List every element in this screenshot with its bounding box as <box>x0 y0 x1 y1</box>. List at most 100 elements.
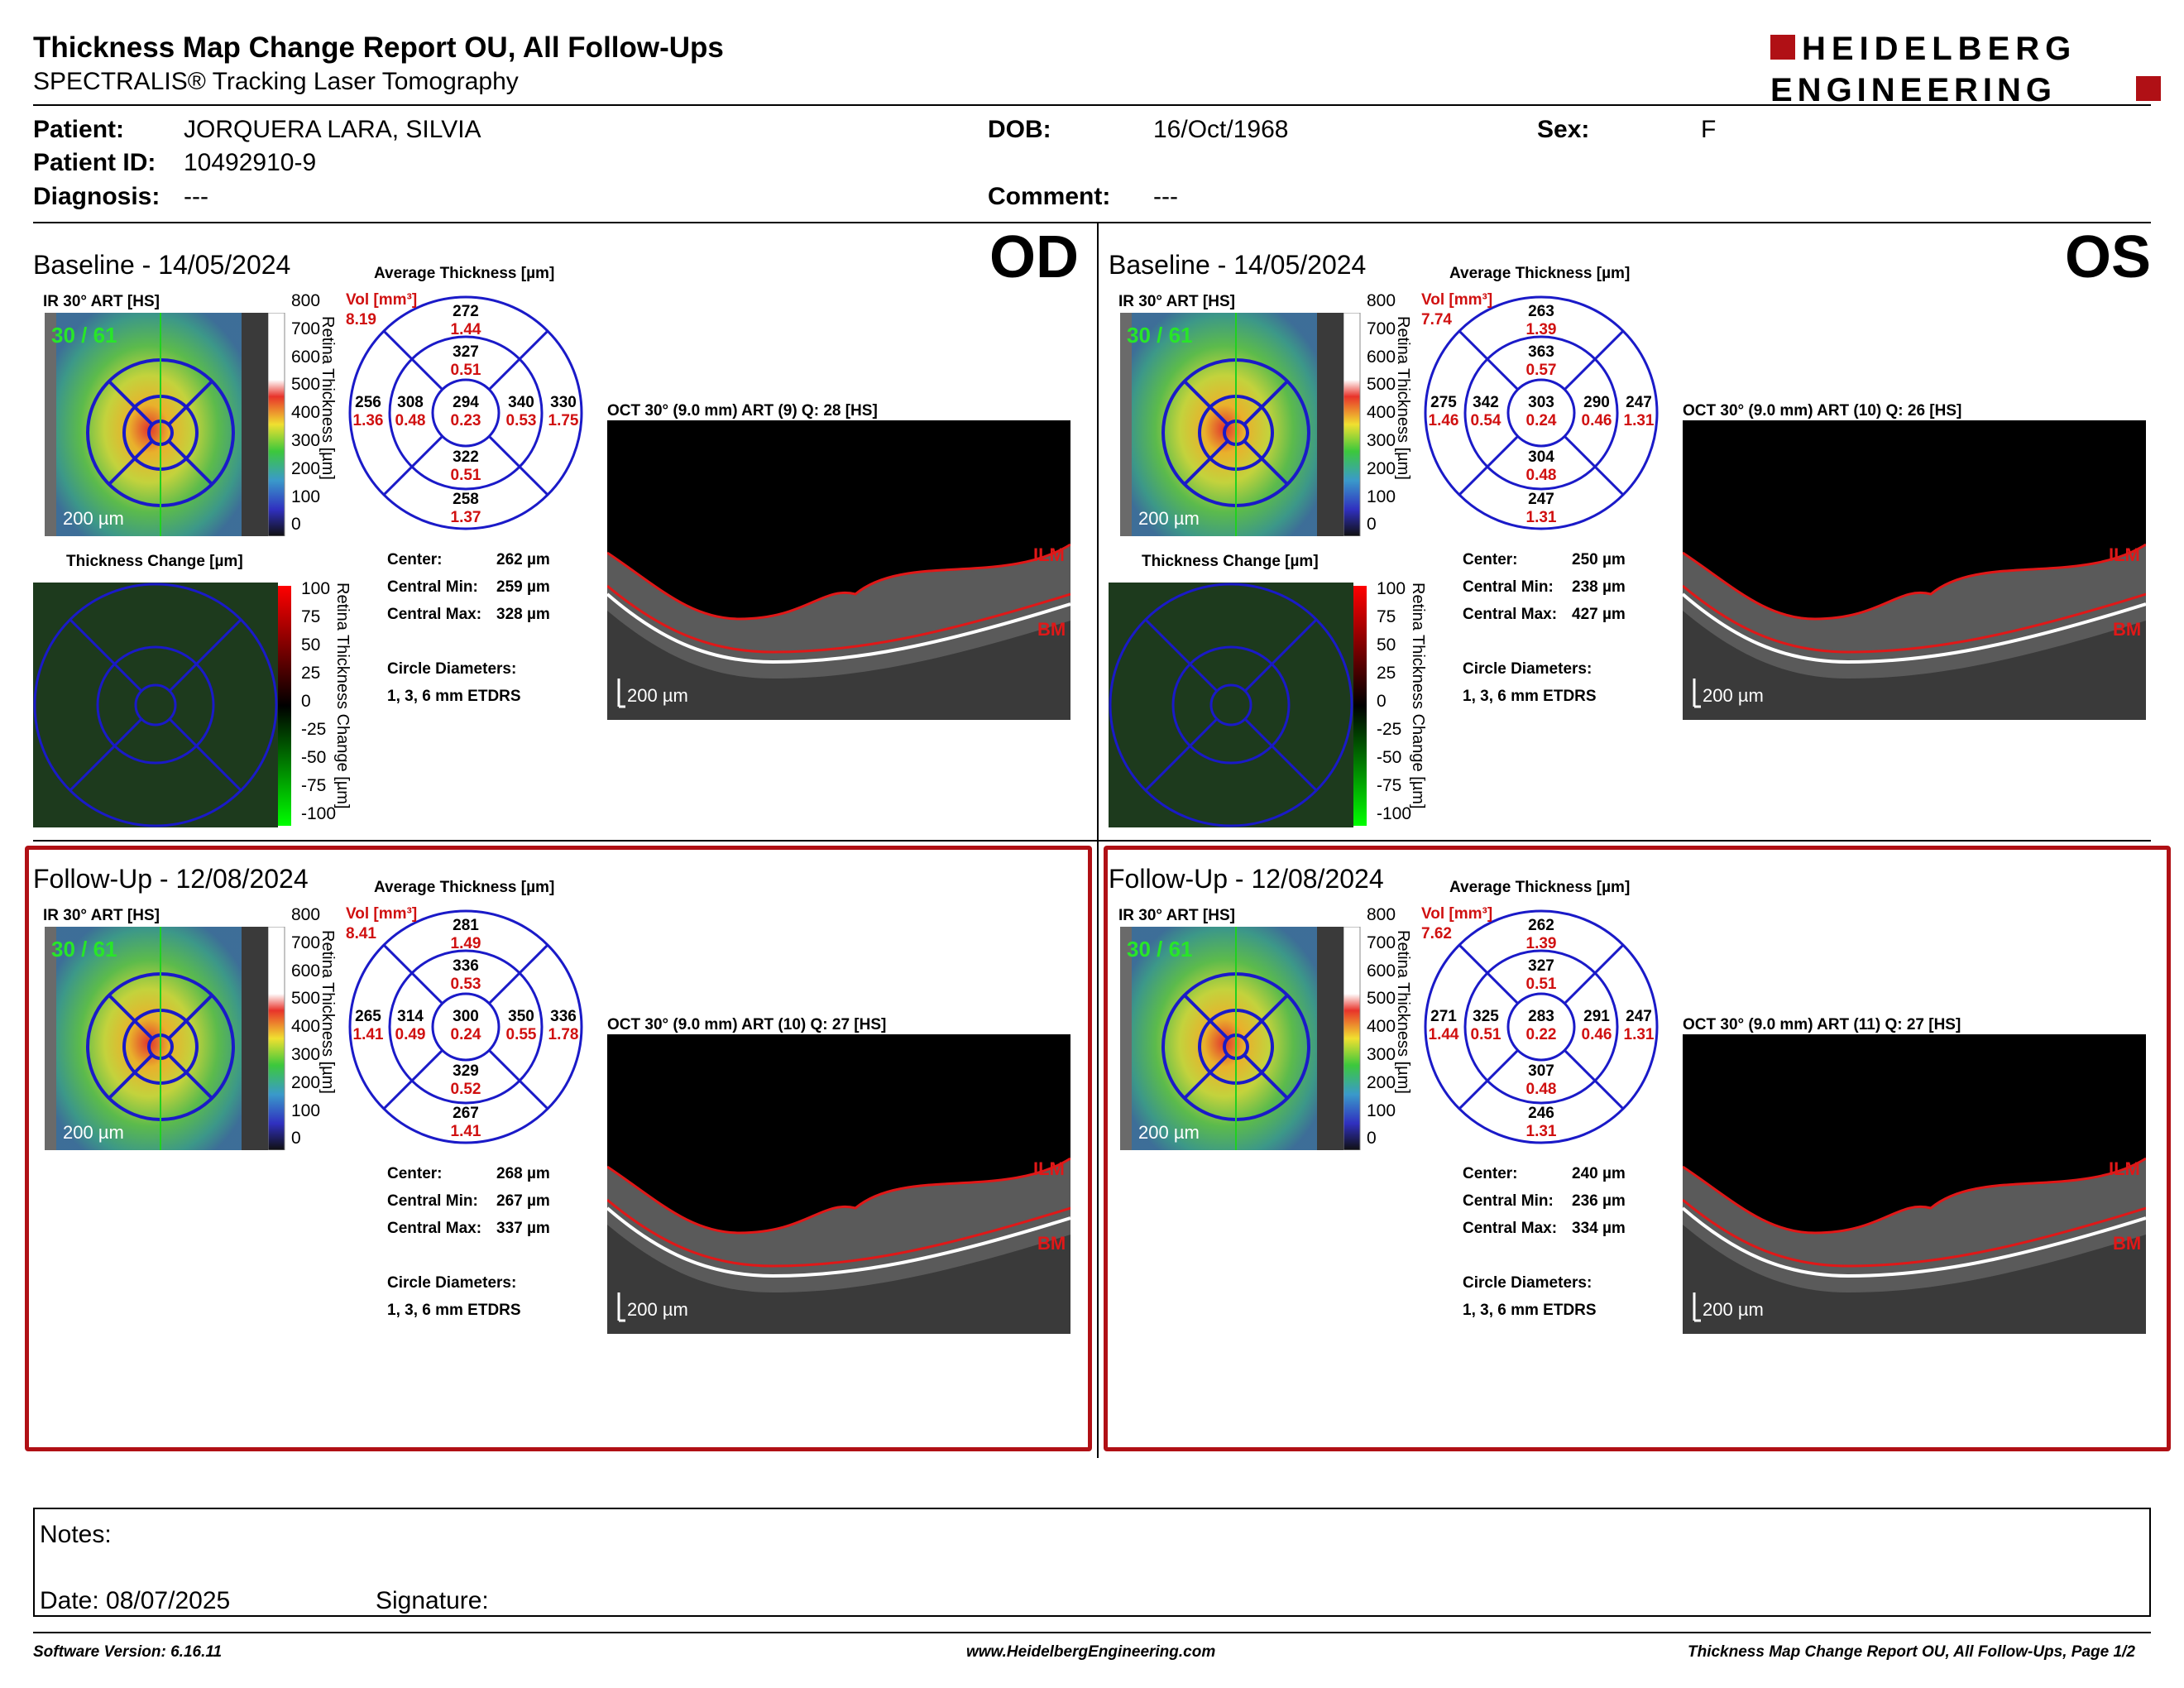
ir-thickness-map[interactable]: 30 / 61 200 µm <box>1120 927 1343 1150</box>
outer-inferior-volume: 1.31 <box>1526 509 1557 526</box>
oct-scan-label: OCT 30° (9.0 mm) ART (10) Q: 27 [HS] <box>607 1016 887 1033</box>
inner-left-thickness: 308 <box>397 394 424 411</box>
thickness-tick: 700 <box>291 933 321 952</box>
patient-id-label: Patient ID: <box>33 149 156 176</box>
inner-superior-thickness: 327 <box>453 343 479 361</box>
oct-bscan-image[interactable]: ILM BM 200 µm <box>1683 1034 2146 1334</box>
center-label: Center: <box>1463 1165 1518 1182</box>
thickness-tick: 800 <box>1367 905 1396 924</box>
central-max-value: 334 µm <box>1572 1220 1626 1237</box>
oct-scale-label: 200 µm <box>627 1299 688 1320</box>
inner-inferior-thickness: 329 <box>453 1062 479 1080</box>
thickness-tick: 700 <box>291 319 321 338</box>
os-followup-frame <box>1104 846 2171 1451</box>
circle-diameters-value: 1, 3, 6 mm ETDRS <box>1463 688 1597 705</box>
oct-bscan-image[interactable]: ILM BM 200 µm <box>607 420 1070 720</box>
central-min-value: 259 µm <box>496 578 550 596</box>
change-tick: 50 <box>301 635 321 655</box>
center-value: 262 µm <box>496 551 550 568</box>
change-tick: 25 <box>1377 664 1396 683</box>
thickness-tick: 300 <box>291 431 321 450</box>
change-colorbar <box>1353 586 1367 826</box>
inner-superior-volume: 0.53 <box>451 976 481 993</box>
center-label: Center: <box>1463 551 1518 568</box>
change-tick: 75 <box>1377 607 1396 626</box>
diagnosis-label: Diagnosis: <box>33 183 160 210</box>
thickness-change-map[interactable] <box>1109 583 1353 827</box>
central-min-label: Central Min: <box>1463 1192 1554 1210</box>
ilm-label: ILM <box>2109 1158 2140 1179</box>
oct-bscan-image[interactable]: ILM BM 200 µm <box>607 1034 1070 1334</box>
inner-right-volume: 0.46 <box>1582 412 1612 429</box>
circle-diameters-label: Circle Diameters: <box>1463 660 1592 678</box>
ir-image-label: IR 30° ART [HS] <box>43 293 160 310</box>
change-tick: -75 <box>301 776 327 795</box>
thickness-tick: 200 <box>291 458 321 478</box>
inner-inferior-volume: 0.48 <box>1526 467 1557 484</box>
change-colorbar <box>278 586 291 826</box>
center-value: 250 µm <box>1572 551 1626 568</box>
change-tick: 25 <box>301 664 321 683</box>
thickness-tick: 700 <box>1367 933 1396 952</box>
central-min-value: 238 µm <box>1572 578 1626 596</box>
bm-label: BM <box>1037 619 1066 640</box>
oct-bscan-image[interactable]: ILM BM 200 µm <box>1683 420 2146 720</box>
thickness-tick: 300 <box>291 1045 321 1064</box>
inner-right-volume: 0.55 <box>506 1026 537 1043</box>
thickness-tick: 100 <box>1367 487 1396 506</box>
patient-label: Patient: <box>33 116 125 143</box>
inner-right-thickness: 291 <box>1583 1008 1610 1025</box>
notes-label: Notes: <box>40 1521 112 1548</box>
outer-right-thickness: 247 <box>1626 1008 1652 1025</box>
inner-inferior-volume: 0.51 <box>451 467 481 484</box>
oct-scan-label: OCT 30° (9.0 mm) ART (11) Q: 27 [HS] <box>1683 1016 1961 1033</box>
date-label: Date: 08/07/2025 <box>40 1587 231 1614</box>
change-tick: -100 <box>301 804 337 823</box>
ir-thickness-map[interactable]: 30 / 61 200 µm <box>45 927 268 1150</box>
outer-right-volume: 1.78 <box>548 1026 579 1043</box>
fixation-label: 30 / 61 <box>1127 323 1193 348</box>
center-label: Center: <box>387 1165 443 1182</box>
inner-superior-volume: 0.51 <box>451 362 481 379</box>
center-volume: 0.23 <box>451 412 481 429</box>
thickness-change-label: Thickness Change [µm] <box>1142 553 1319 570</box>
inner-right-thickness: 340 <box>508 394 534 411</box>
change-tick: 100 <box>1377 579 1406 598</box>
total-volume: 8.19 <box>346 311 376 328</box>
thickness-tick: 500 <box>1367 989 1396 1009</box>
outer-superior-thickness: 262 <box>1528 917 1554 934</box>
outer-inferior-thickness: 247 <box>1528 491 1554 508</box>
change-tick: 75 <box>301 607 321 626</box>
thickness-tick: 300 <box>1367 431 1396 450</box>
average-thickness-label: Average Thickness [µm] <box>374 879 555 896</box>
center-value: 240 µm <box>1572 1165 1626 1182</box>
sex-label: Sex: <box>1537 116 1590 143</box>
central-max-value: 328 µm <box>496 606 550 623</box>
change-tick: 0 <box>1377 692 1387 711</box>
thickness-change-map[interactable] <box>33 583 278 827</box>
volume-label: Vol [mm³] <box>1421 905 1493 923</box>
od-followup-frame <box>25 846 1092 1451</box>
patient-id-value: 10492910-9 <box>184 149 317 176</box>
ir-thickness-map[interactable]: 30 / 61 200 µm <box>1120 313 1343 536</box>
outer-inferior-thickness: 258 <box>453 491 479 508</box>
circle-diameters-value: 1, 3, 6 mm ETDRS <box>1463 1302 1597 1319</box>
center-thickness: 303 <box>1528 394 1554 411</box>
scale-bar-label: 200 µm <box>63 1122 124 1143</box>
central-min-label: Central Min: <box>387 578 478 596</box>
inner-right-volume: 0.46 <box>1582 1026 1612 1043</box>
outer-inferior-thickness: 267 <box>453 1105 479 1122</box>
notes-box[interactable] <box>33 1508 2151 1617</box>
outer-left-volume: 1.36 <box>353 412 384 429</box>
eye-label: OD <box>989 224 1079 290</box>
average-thickness-label: Average Thickness [µm] <box>1449 265 1631 282</box>
center-value: 268 µm <box>496 1165 550 1182</box>
website-link[interactable]: www.HeidelbergEngineering.com <box>966 1643 1216 1661</box>
section-title: Follow-Up - 12/08/2024 <box>1109 864 1384 894</box>
bm-label: BM <box>2113 619 2141 640</box>
ir-thickness-map[interactable]: 30 / 61 200 µm <box>45 313 268 536</box>
sex-value: F <box>1701 116 1717 143</box>
thickness-axis-label: Retina Thickness [µm] <box>318 316 337 480</box>
circle-diameters-label: Circle Diameters: <box>1463 1274 1592 1292</box>
etdrs-grid: 2811.493360.532651.413140.493000.243500.… <box>348 909 583 1144</box>
